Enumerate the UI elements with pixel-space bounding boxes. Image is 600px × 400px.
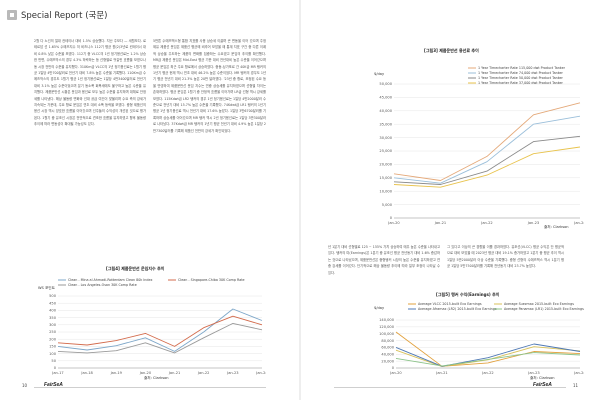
x-tick-label: Jan-23 bbox=[226, 371, 238, 375]
y-tick-label: 40,000 bbox=[379, 109, 392, 113]
y-tick-label: 100,000 bbox=[379, 332, 395, 336]
x-tick-label: Jan-17 bbox=[51, 371, 63, 375]
footer-rule-left bbox=[34, 387, 266, 388]
chart-plot: 0 5,000 10,000 15,000 20,000 25,000 30,000 35,0… bbox=[379, 66, 584, 225]
legend-label: Clean - Singapore-Chiba 30K Comp Rate bbox=[178, 278, 245, 282]
left-column-1: 2월 다 노선의 절대 컨테이너 대비 1.5% 상승했다. 지난 주보다 — … bbox=[34, 39, 146, 127]
y-tick-label: 0 bbox=[392, 366, 395, 370]
y-tick-label: 50 bbox=[51, 359, 56, 363]
section-title: Special Report (국문) bbox=[21, 11, 108, 21]
page-number-right: 11 bbox=[573, 383, 579, 388]
y-tick-label: 20,000 bbox=[379, 163, 392, 167]
right-column-1: 년 1분기 대비 선형별로 125 ~ 155% 가치 상승하여 매우 높은 수… bbox=[328, 245, 440, 275]
chart-source: 출처: Clarkson bbox=[144, 376, 169, 380]
legend-label: Clean - Mina al Ahmadi-Rotterdam Clean 8… bbox=[68, 278, 152, 282]
x-tick-label: Jan-22 bbox=[480, 221, 492, 225]
chart-product-tanker-timecharter: [그림3] 제품운반선 용선료 추이 $/day 0 5,000 10,000 15,… bbox=[372, 48, 584, 236]
x-tick-label: Jan-21 bbox=[434, 221, 446, 225]
y-tick-label: 80,000 bbox=[381, 339, 394, 343]
y-tick-label: 200 bbox=[49, 337, 57, 341]
x-tick-label: Jan-23 bbox=[527, 371, 539, 375]
y-tick-label: 250 bbox=[49, 330, 57, 334]
chart-source: 출처: Clarkson bbox=[530, 376, 555, 380]
x-tick-label: Jan-22 bbox=[481, 371, 493, 375]
footer-rule-right bbox=[334, 387, 566, 388]
chart-title: [그림3] 제품운반선 용선료 추이 bbox=[424, 48, 479, 53]
chart-tanker-earnings: [그림5] 탱커 수익(Earnings) 추이 $/day 0 20,000 40… bbox=[372, 292, 584, 384]
x-tick-label: Jan-20 bbox=[387, 221, 400, 225]
series-line bbox=[393, 146, 581, 188]
x-tick-label: Jan-20 bbox=[389, 371, 402, 375]
legend-label: Clean - Los Angeles-Osan 30K Comp Rate bbox=[68, 283, 137, 287]
x-tick-label: Jan-22 bbox=[197, 371, 209, 375]
legend-label: Average Panamax (LR1) 2015-built Eco Ear… bbox=[504, 307, 584, 311]
left-column-2: 5만톤 수에즈맥스형 통합 지표를 사용 상승세 이끌며 큰 변동을 이어 갔으… bbox=[153, 39, 266, 133]
chart-product-tanker-freight-index: [그림4] 제품운반선 운임지수 추이 WS 포인트 0 50 100 150 200 2… bbox=[36, 266, 266, 384]
chart-unit: $/day bbox=[374, 72, 385, 76]
legend-label: Average Suezmax 2015-built Eco Earnings bbox=[504, 302, 574, 306]
page-gutter bbox=[299, 0, 301, 400]
y-tick-label: 150 bbox=[49, 345, 57, 349]
y-tick-label: 60,000 bbox=[381, 346, 394, 350]
series-line bbox=[57, 308, 263, 352]
chart-unit: WS 포인트 bbox=[38, 286, 55, 290]
y-tick-label: 0 bbox=[390, 216, 393, 220]
y-tick-label: 15,000 bbox=[379, 176, 392, 180]
section-icon bbox=[7, 10, 17, 20]
y-tick-label: 45,000 bbox=[379, 96, 392, 100]
x-tick-label: Jan-21 bbox=[168, 371, 180, 375]
y-tick-label: 500 bbox=[49, 294, 57, 298]
y-tick-label: 5,000 bbox=[382, 203, 393, 207]
chart-title: [그림4] 제품운반선 운임지수 추이 bbox=[106, 266, 165, 271]
series-line bbox=[57, 315, 263, 347]
y-tick-label: 0 bbox=[54, 366, 57, 370]
chart-plot: 0 50 100 150 200 250 300 350 400 450 500 Jan-17 Jan-… bbox=[49, 278, 266, 375]
x-tick-label: Jan-24 bbox=[573, 221, 584, 225]
page-number-left: 10 bbox=[22, 383, 28, 388]
legend-label: 1 Year Timecharter Rate 74,000 dwt Produ… bbox=[478, 71, 564, 75]
x-tick-label: Jan-21 bbox=[435, 371, 447, 375]
series-line bbox=[395, 346, 581, 368]
x-tick-label: Jan-20 bbox=[139, 371, 152, 375]
y-tick-label: 350 bbox=[49, 316, 57, 320]
chart-plot: 0 20,000 40,000 60,000 80,000 100,000 120,000 1… bbox=[379, 302, 584, 375]
x-tick-label: Jan-19 bbox=[110, 371, 123, 375]
right-column-2: 그 있다고 이상의 큰 경향을 이를 경과하였다. 유조선(VLCC) 평균 수… bbox=[447, 245, 564, 269]
legend-label: 1 Year Timecharter Rate 37,000 dwt Produ… bbox=[478, 81, 564, 85]
series-line bbox=[393, 135, 581, 185]
x-tick-label: Jan-23 bbox=[527, 221, 539, 225]
series-line bbox=[57, 322, 263, 354]
legend-label: Average Aframax (LR2) 2015-built Eco Ear… bbox=[418, 307, 497, 311]
y-tick-label: 400 bbox=[49, 309, 57, 313]
chart-title: [그림5] 탱커 수익(Earnings) 추이 bbox=[436, 292, 500, 297]
y-tick-label: 20,000 bbox=[381, 359, 394, 363]
y-tick-label: 450 bbox=[49, 301, 57, 305]
legend-label: 1 Year Timecharter Rate 50,000 dwt Produ… bbox=[478, 76, 564, 80]
x-tick-label: Jan-24 bbox=[255, 371, 266, 375]
y-tick-label: 40,000 bbox=[381, 352, 394, 356]
y-tick-label: 30,000 bbox=[379, 136, 392, 140]
brand-logo-right: FairSeA bbox=[533, 382, 552, 388]
series-line bbox=[393, 115, 581, 184]
brand-logo-left: FairSeA bbox=[44, 382, 63, 388]
y-tick-label: 10,000 bbox=[379, 189, 392, 193]
x-tick-label: Jan-24 bbox=[573, 371, 584, 375]
series-line bbox=[395, 331, 581, 367]
legend-label: 1 Year Timecharter Rate 115,000 dwt Prod… bbox=[478, 66, 566, 70]
legend-label: Average VLCC 2015-built Eco Earnings bbox=[418, 302, 482, 306]
y-tick-label: 50,000 bbox=[379, 82, 392, 86]
series-line bbox=[395, 343, 581, 367]
chart-source: 출처: Clarkson bbox=[544, 225, 569, 229]
y-tick-label: 300 bbox=[49, 323, 57, 327]
y-tick-label: 25,000 bbox=[379, 149, 392, 153]
chart-unit: $/day bbox=[374, 306, 385, 310]
y-tick-label: 100 bbox=[49, 352, 57, 356]
y-tick-label: 35,000 bbox=[379, 122, 392, 126]
y-tick-label: 120,000 bbox=[379, 325, 395, 329]
series-line bbox=[393, 102, 581, 181]
x-tick-label: Jan-18 bbox=[80, 371, 93, 375]
y-tick-label: 140,000 bbox=[379, 318, 395, 322]
series-line bbox=[395, 352, 581, 367]
